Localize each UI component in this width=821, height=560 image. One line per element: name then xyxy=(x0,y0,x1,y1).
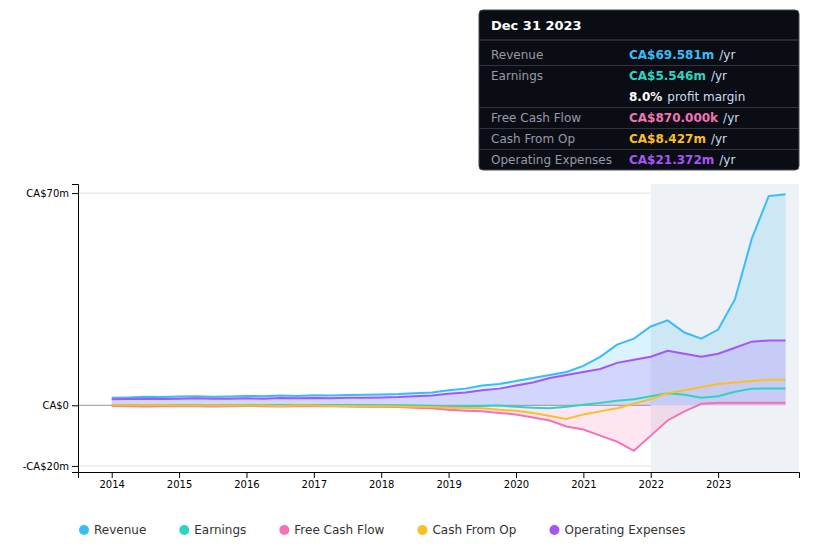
annotation-value: CA$5.546m xyxy=(629,69,706,83)
tick: 2023 xyxy=(706,472,731,490)
tick-mark xyxy=(179,472,180,478)
line xyxy=(112,341,786,400)
divider xyxy=(479,128,799,129)
axis-line xyxy=(79,473,800,479)
annotation-value: CA$8.427m xyxy=(629,132,706,146)
tick-mark xyxy=(72,193,78,194)
legend-label: Operating Expenses xyxy=(564,523,685,537)
legend-label: Cash From Op xyxy=(432,523,516,537)
annotation-label: Operating Expenses xyxy=(491,153,612,167)
divider xyxy=(479,65,799,66)
annotation-title: Dec 31 2023 xyxy=(491,18,582,33)
tick-mark xyxy=(72,405,78,406)
tick-label: 2017 xyxy=(302,479,327,490)
tick: 2018 xyxy=(369,472,394,490)
tick-label: 2023 xyxy=(706,479,731,490)
tick-label: -CA$20m xyxy=(23,461,69,472)
divider xyxy=(479,107,799,108)
tick-mark xyxy=(449,472,450,478)
tick-mark xyxy=(72,466,78,467)
annotation-suffix: /yr xyxy=(723,111,739,125)
tick: CA$70m xyxy=(26,188,78,199)
annotation-value: CA$69.581m xyxy=(629,48,714,62)
chart: 2014 2015 2016 2017 2018 2019 2020 2021 2022 2023… xyxy=(0,0,821,560)
legend: Revenue Earnings Free Cash Flow Cash From O… xyxy=(79,523,685,537)
legend-item: Cash From Op xyxy=(417,523,516,537)
legend-item: Operating Expenses xyxy=(549,523,685,537)
legend-swatch xyxy=(79,525,89,535)
annotation-value: 8.0% xyxy=(629,90,662,104)
annotation-suffix: profit margin xyxy=(667,90,745,104)
annotation-box: Dec 31 2023 Revenue CA$69.581m/yr Earnings C… xyxy=(479,10,799,170)
area xyxy=(112,194,786,405)
divider xyxy=(479,40,799,41)
divider xyxy=(479,149,799,150)
legend-label: Free Cash Flow xyxy=(294,523,384,537)
annotation-suffix: /yr xyxy=(719,48,735,62)
plot-area xyxy=(112,184,799,472)
tick-mark xyxy=(112,472,113,478)
tick: 2017 xyxy=(302,472,327,490)
legend-swatch xyxy=(279,525,289,535)
y-axis: -CA$20m CA$0 CA$70m xyxy=(23,185,79,473)
legend-label: Revenue xyxy=(94,523,146,537)
tick-label: 2016 xyxy=(234,479,259,490)
tick-label: 2019 xyxy=(436,479,461,490)
legend-swatch xyxy=(549,525,559,535)
annotation-suffix: /yr xyxy=(711,69,727,83)
tick-mark xyxy=(583,472,584,478)
annotation-label: Earnings xyxy=(491,69,543,83)
tick-mark xyxy=(651,472,652,478)
legend-item: Free Cash Flow xyxy=(279,523,384,537)
legend-swatch xyxy=(417,525,427,535)
tick-label: 2021 xyxy=(571,479,596,490)
tick-mark xyxy=(381,472,382,478)
line xyxy=(112,403,786,451)
annotation-value: CA$21.372m xyxy=(629,153,714,167)
annotation-label: Cash From Op xyxy=(491,132,575,146)
tick-label: 2015 xyxy=(167,479,192,490)
legend-item: Earnings xyxy=(179,523,246,537)
tick-mark xyxy=(718,472,719,478)
area xyxy=(112,403,786,451)
tick-label: CA$70m xyxy=(26,188,69,199)
tick: 2019 xyxy=(436,472,461,490)
annotation-value: CA$870.000k xyxy=(629,111,719,125)
legend-label: Earnings xyxy=(194,523,246,537)
annotation-suffix: /yr xyxy=(719,153,735,167)
tick-mark xyxy=(246,472,247,478)
tick-label: CA$0 xyxy=(42,400,69,411)
annotation-label: Revenue xyxy=(491,48,543,62)
tick-mark xyxy=(516,472,517,478)
tick-label: 2018 xyxy=(369,479,394,490)
annotation-suffix: /yr xyxy=(711,132,727,146)
tick: 2022 xyxy=(639,472,664,490)
legend-swatch xyxy=(179,525,189,535)
annotation-background xyxy=(479,10,799,170)
tick: 2016 xyxy=(234,472,259,490)
x-axis: 2014 2015 2016 2017 2018 2019 2020 2021 2022 2023 xyxy=(79,472,800,490)
tick: 2021 xyxy=(571,472,596,490)
tick: -CA$20m xyxy=(23,461,78,472)
tick-label: 2020 xyxy=(504,479,529,490)
annotation-label: Free Cash Flow xyxy=(491,111,581,125)
tick: CA$0 xyxy=(42,400,78,411)
tick: 2020 xyxy=(504,472,529,490)
tick-label: 2022 xyxy=(639,479,664,490)
axis-line xyxy=(72,185,79,473)
tick-label: 2014 xyxy=(99,479,124,490)
tick: 2014 xyxy=(99,472,124,490)
legend-item: Revenue xyxy=(79,523,146,537)
tick: 2015 xyxy=(167,472,192,490)
tick-mark xyxy=(314,472,315,478)
line xyxy=(112,194,786,397)
